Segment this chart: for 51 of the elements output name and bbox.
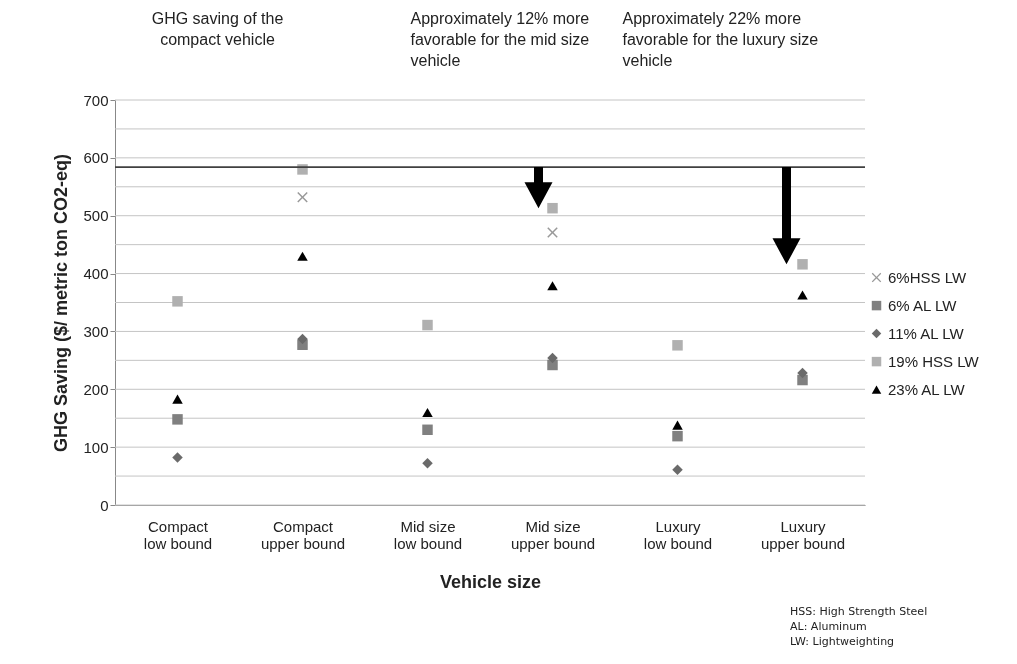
text: LW: Lightweighting bbox=[790, 634, 896, 649]
point bbox=[172, 296, 183, 307]
point bbox=[422, 319, 433, 331]
point bbox=[797, 259, 808, 270]
point bbox=[297, 191, 308, 203]
x-axis-title: Vehicle size bbox=[439, 571, 542, 592]
point bbox=[297, 333, 308, 345]
x-tick-label: Mid size upper bound bbox=[510, 517, 596, 552]
text: AL: Aluminum bbox=[790, 619, 868, 634]
point bbox=[172, 414, 183, 425]
text: Approximately 22% more favorable for the luxury size vehicle bbox=[622, 9, 820, 71]
point bbox=[797, 367, 808, 379]
point bbox=[672, 340, 683, 351]
point bbox=[797, 374, 808, 386]
x-tick-label: Luxury low bound bbox=[643, 517, 713, 552]
y-tick-label: 700 bbox=[83, 91, 109, 109]
point bbox=[797, 290, 808, 300]
point bbox=[547, 352, 558, 364]
legend-label: 6% AL LW bbox=[888, 296, 958, 314]
legend-label: 6%HSS LW bbox=[888, 268, 967, 286]
point bbox=[547, 281, 558, 291]
point bbox=[422, 458, 433, 469]
x-tick-label: Luxury upper bound bbox=[760, 517, 846, 552]
point bbox=[297, 251, 308, 261]
point bbox=[672, 420, 683, 430]
point bbox=[547, 227, 558, 238]
y-tick-label: 600 bbox=[83, 149, 109, 167]
point bbox=[672, 464, 683, 475]
point bbox=[172, 452, 183, 463]
point bbox=[672, 430, 683, 442]
y-tick-label: 300 bbox=[83, 322, 109, 340]
y-tick-label: 0 bbox=[100, 496, 109, 514]
text: GHG saving of the compact vehicle bbox=[150, 9, 285, 50]
legend-label: 23% AL LW bbox=[888, 380, 966, 398]
y-tick-label: 200 bbox=[83, 380, 109, 398]
point bbox=[547, 359, 558, 371]
text: HSS: High Strength Steel bbox=[790, 604, 928, 619]
x-tick-label: Mid size low bound bbox=[393, 517, 463, 552]
legend-label: 19% HSS LW bbox=[888, 352, 980, 370]
legend-label: 11% AL LW bbox=[888, 324, 965, 342]
point bbox=[422, 407, 433, 417]
point bbox=[422, 424, 433, 436]
y-tick-label: 100 bbox=[83, 438, 109, 456]
x-tick-label: Compact low bound bbox=[143, 517, 213, 552]
point bbox=[172, 394, 183, 404]
y-tick-label: 500 bbox=[83, 207, 109, 225]
point bbox=[547, 202, 558, 214]
x-tick-label: Compact upper bound bbox=[260, 517, 346, 552]
y-axis-title: GHG Saving ($/ metric ton CO2-eq) bbox=[51, 153, 72, 453]
y-tick-label: 400 bbox=[83, 265, 109, 283]
text: Approximately 12% more favorable for the mid size vehicle bbox=[410, 9, 591, 71]
